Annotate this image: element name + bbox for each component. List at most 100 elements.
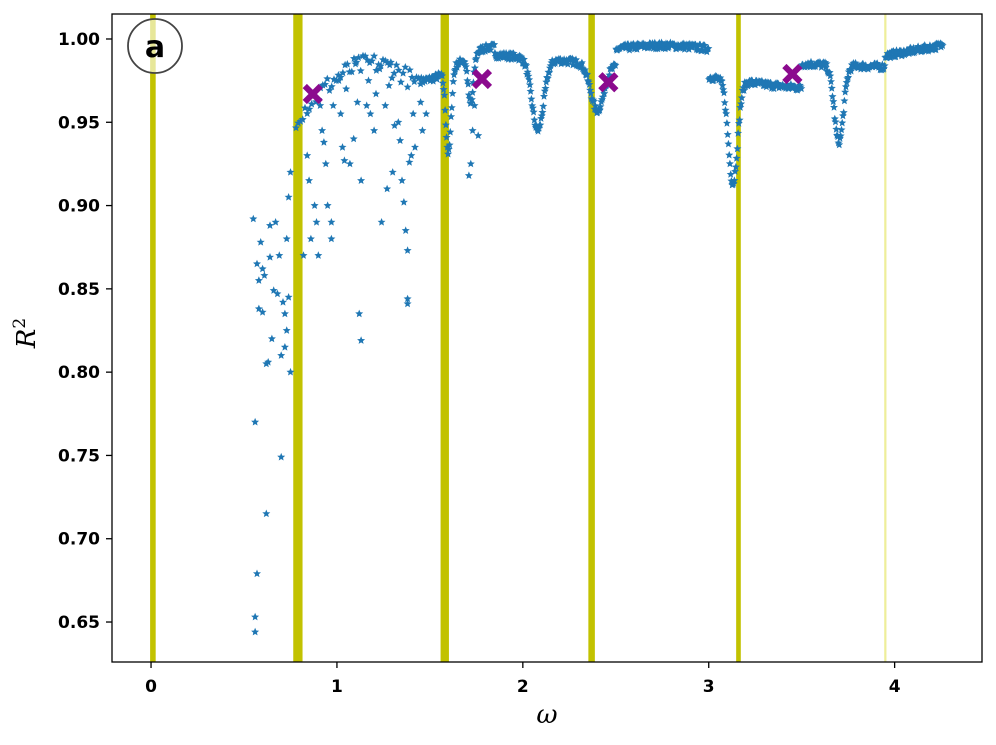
highlight-marker-3 <box>782 63 803 85</box>
data-point <box>586 86 595 94</box>
data-point <box>346 159 354 168</box>
y-tick-label: 0.85 <box>58 280 100 300</box>
data-point <box>529 107 538 116</box>
data-point <box>464 90 473 99</box>
data-point <box>830 103 838 111</box>
data-point <box>271 218 280 226</box>
data-point <box>374 60 383 69</box>
data-point <box>312 218 321 226</box>
data-point <box>401 226 410 234</box>
data-point <box>522 61 531 70</box>
vertical-band-5 <box>884 14 887 662</box>
data-point <box>321 80 329 88</box>
data-point <box>390 69 399 77</box>
data-point <box>306 234 315 243</box>
y-tick-label: 0.80 <box>58 363 100 383</box>
data-point <box>449 77 458 85</box>
data-point <box>321 159 330 168</box>
data-point <box>591 101 600 110</box>
data-point <box>323 201 332 209</box>
data-point <box>528 103 537 112</box>
data-point <box>441 106 450 114</box>
highlight-marker-0 <box>302 83 323 105</box>
data-point <box>737 93 746 102</box>
data-point <box>249 214 258 223</box>
data-point <box>605 70 614 79</box>
data-point <box>329 101 338 109</box>
data-point <box>282 326 291 334</box>
data-point <box>453 63 461 71</box>
data-point <box>736 103 745 111</box>
data-point <box>336 109 345 118</box>
data-point <box>721 106 730 114</box>
data-point <box>589 97 598 105</box>
data-point <box>735 115 744 124</box>
data-point <box>367 56 376 65</box>
data-point <box>704 44 713 52</box>
data-point <box>398 176 406 184</box>
data-point <box>726 170 735 178</box>
data-point <box>307 99 316 108</box>
data-point <box>251 417 260 426</box>
y-tick-label: 0.90 <box>58 197 100 217</box>
data-point <box>807 57 815 66</box>
data-point <box>310 201 319 209</box>
x-tick-label: 1 <box>331 677 343 697</box>
data-point <box>254 276 263 284</box>
data-point <box>527 94 536 103</box>
data-point <box>827 77 835 86</box>
data-point <box>399 198 408 206</box>
data-point <box>375 64 384 73</box>
data-point <box>931 45 940 54</box>
data-point <box>586 89 595 97</box>
vertical-band-4 <box>736 14 741 662</box>
data-point <box>260 271 269 279</box>
data-point <box>583 70 592 78</box>
data-point <box>269 286 278 294</box>
data-point <box>737 99 746 108</box>
data-point <box>841 88 850 96</box>
data-point <box>938 41 947 49</box>
data-point <box>438 71 447 80</box>
data-point <box>388 168 397 176</box>
data-point <box>342 84 351 93</box>
data-point <box>447 103 456 112</box>
x-tick-label: 2 <box>517 677 529 697</box>
data-point <box>396 78 405 86</box>
data-point <box>372 89 380 98</box>
data-point <box>464 80 473 88</box>
data-point <box>536 120 545 129</box>
data-point <box>585 80 594 88</box>
data-point <box>414 74 423 82</box>
panel-label-badge: a <box>127 18 183 74</box>
data-point <box>396 136 405 144</box>
axis-ticks: 0 1 2 3 4 0.65 0.70 0.75 0.80 0.85 0.90 0.95 1.00 <box>58 30 901 697</box>
data-point <box>262 509 271 518</box>
data-point <box>377 218 386 226</box>
data-point <box>730 176 739 184</box>
data-point <box>719 85 728 94</box>
data-point <box>486 45 495 54</box>
data-point <box>464 171 473 179</box>
data-point <box>468 126 477 134</box>
data-point <box>385 81 393 89</box>
x-axis-label: ω <box>536 700 557 730</box>
data-point <box>381 56 390 65</box>
data-point <box>724 139 733 148</box>
data-point <box>470 101 479 109</box>
data-point <box>530 115 539 124</box>
y-axis-label-base: R <box>12 329 42 350</box>
data-point <box>366 109 375 118</box>
data-point <box>251 612 260 621</box>
data-point <box>543 74 552 82</box>
data-point <box>349 134 358 143</box>
data-point <box>847 66 856 75</box>
data-point <box>267 334 276 343</box>
data-point <box>438 79 447 87</box>
data-point <box>410 77 419 86</box>
data-point <box>541 84 550 92</box>
data-point <box>841 82 850 91</box>
data-point <box>372 66 381 74</box>
y-axis-label-superscript: 2 <box>10 318 30 329</box>
